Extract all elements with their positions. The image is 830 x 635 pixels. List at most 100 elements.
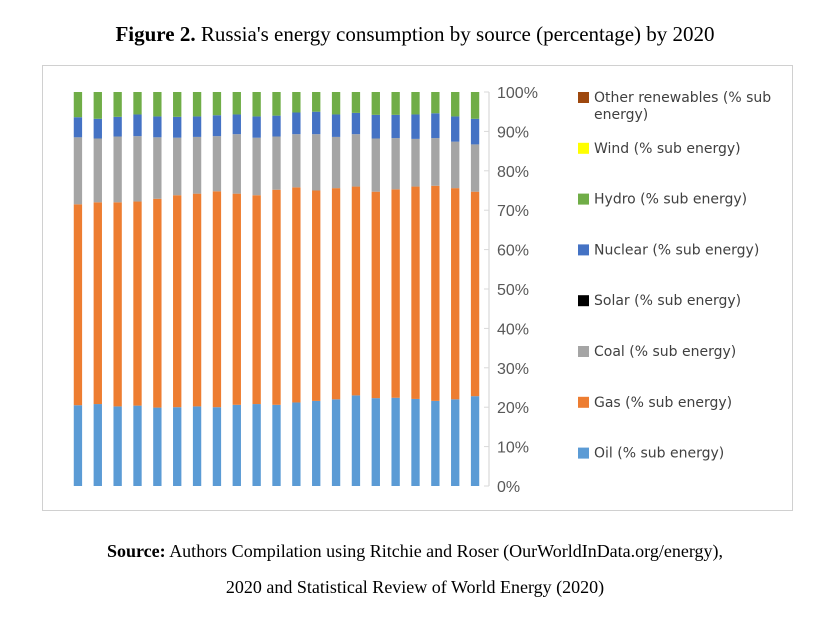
- bar-segment-oil: [232, 404, 241, 486]
- legend-swatch-nuclear: [578, 244, 589, 256]
- source-line-1: Source: Authors Compilation using Ritchi…: [0, 541, 830, 562]
- bar-segment-nuclear: [292, 112, 301, 135]
- bar-segment-hydro: [192, 92, 202, 117]
- bar-segment-oil: [192, 406, 202, 486]
- bar-segment-coal: [431, 138, 440, 186]
- bar-segment-nuclear: [351, 112, 361, 135]
- bar-segment-gas: [153, 198, 162, 408]
- figure-caption: Figure 2. Russia's energy consumption by…: [0, 22, 830, 47]
- bar-segment-nuclear: [252, 116, 261, 138]
- bar-segment-coal: [371, 138, 380, 192]
- bar-segment-hydro: [391, 92, 400, 115]
- legend-swatch-wind: [578, 142, 589, 154]
- bar-segment-gas: [292, 187, 301, 403]
- y-tick-label: 80%: [497, 164, 529, 181]
- bar-segment-nuclear: [331, 114, 341, 137]
- bar-segment-nuclear: [192, 116, 202, 137]
- legend-label-other: Other renewables (% sub: [594, 90, 771, 106]
- bar-segment-gas: [212, 191, 222, 408]
- bar-segment-coal: [470, 144, 480, 192]
- legend-label-wind: Wind (% sub energy): [594, 141, 741, 157]
- bar-segment-hydro: [212, 92, 222, 116]
- bar-segment-nuclear: [93, 118, 102, 139]
- bar-segment-oil: [153, 407, 162, 486]
- bar-segment-oil: [212, 407, 222, 486]
- bar-segment-nuclear: [431, 113, 440, 139]
- bar-segment-oil: [113, 406, 122, 486]
- legend-label-hydro: Hydro (% sub energy): [594, 192, 747, 208]
- y-tick-label: 90%: [497, 124, 529, 141]
- y-tick-label: 20%: [497, 400, 529, 417]
- bar-segment-coal: [252, 137, 261, 196]
- bar-segment-nuclear: [153, 116, 162, 138]
- bar-segment-oil: [371, 398, 380, 486]
- bar-segment-nuclear: [451, 116, 460, 142]
- legend-label-gas: Gas (% sub energy): [594, 395, 732, 411]
- bar-segment-coal: [192, 136, 202, 194]
- y-tick-label: 50%: [497, 282, 529, 299]
- bar-segment-oil: [312, 400, 321, 486]
- y-tick-label: 60%: [497, 243, 529, 260]
- bar-segment-hydro: [153, 92, 162, 117]
- bar-segment-oil: [252, 404, 261, 486]
- bar-segment-gas: [331, 188, 341, 400]
- bar-segment-coal: [133, 136, 142, 202]
- bar-segment-coal: [411, 138, 420, 187]
- figure-title: Russia's energy consumption by source (p…: [200, 22, 715, 46]
- bar-segment-oil: [411, 398, 420, 486]
- bar-segment-gas: [351, 186, 361, 396]
- bar-segment-hydro: [292, 92, 301, 113]
- bar-segment-hydro: [431, 92, 440, 114]
- bar-segment-hydro: [470, 92, 480, 119]
- bar-segment-oil: [93, 404, 102, 486]
- bar-segment-gas: [133, 201, 142, 406]
- bar-segment-hydro: [351, 92, 361, 113]
- bar-segment-coal: [232, 134, 241, 194]
- bar-segment-nuclear: [371, 114, 380, 139]
- bar-segment-nuclear: [232, 114, 241, 135]
- bar-segment-coal: [451, 141, 460, 189]
- bar-segment-coal: [272, 136, 281, 190]
- bar-segment-hydro: [272, 92, 281, 116]
- bar-segment-gas: [173, 195, 182, 408]
- bar-segment-nuclear: [113, 116, 122, 137]
- bar-segment-gas: [113, 202, 122, 407]
- bar-segment-nuclear: [470, 118, 480, 145]
- bar-segment-hydro: [133, 92, 142, 115]
- bar-segment-coal: [113, 136, 122, 203]
- y-tick-label: 40%: [497, 321, 529, 338]
- bar-segment-nuclear: [411, 114, 420, 139]
- bar-segment-hydro: [232, 92, 241, 115]
- source-line-2: 2020 and Statistical Review of World Ene…: [225, 577, 605, 597]
- legend-swatch-hydro: [578, 193, 589, 205]
- bar-segment-nuclear: [312, 111, 321, 135]
- bar-segment-gas: [312, 190, 321, 401]
- bar-segment-gas: [371, 191, 380, 399]
- bar-segment-hydro: [252, 92, 261, 117]
- bar-segment-nuclear: [133, 114, 142, 137]
- legend-swatch-solar: [578, 295, 589, 307]
- bar-segment-coal: [331, 136, 341, 189]
- bar-segment-oil: [431, 400, 440, 486]
- bar-segment-coal: [93, 138, 102, 203]
- legend-swatch-coal: [578, 346, 589, 357]
- bar-segment-hydro: [312, 92, 321, 112]
- legend-label-other: energy): [594, 107, 648, 123]
- source-text-1: Authors Compilation using Ritchie and Ro…: [169, 541, 723, 561]
- legend-label-oil: Oil (% sub energy): [594, 446, 724, 462]
- bar-segment-gas: [93, 202, 102, 405]
- bar-segment-gas: [252, 195, 261, 405]
- y-tick-label: 30%: [497, 361, 529, 378]
- bar-segment-coal: [292, 134, 301, 188]
- legend-swatch-other: [578, 92, 589, 103]
- bar-segment-nuclear: [272, 115, 281, 137]
- bar-segment-gas: [232, 193, 241, 405]
- y-tick-label: 10%: [497, 440, 529, 457]
- bar-segment-nuclear: [391, 114, 400, 139]
- legend-swatch-gas: [578, 396, 589, 408]
- bar-segment-oil: [331, 399, 341, 486]
- bar-segment-gas: [470, 191, 480, 397]
- bar-segment-oil: [292, 402, 301, 486]
- bar-segment-hydro: [173, 92, 182, 117]
- bar-segment-hydro: [113, 92, 122, 117]
